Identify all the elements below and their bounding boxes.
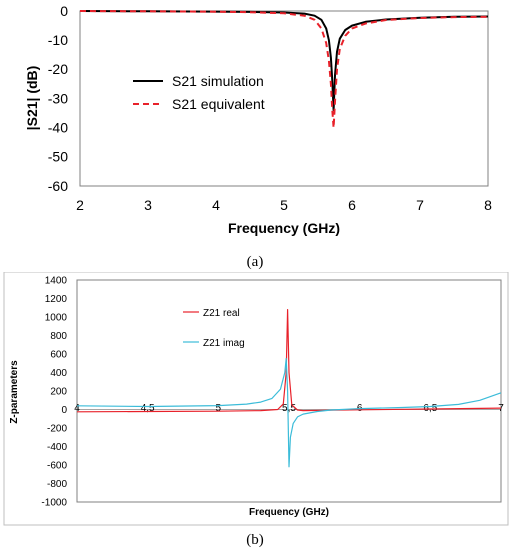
x-tick-label: 5,5	[282, 403, 296, 414]
x-tick-label: 2	[76, 197, 84, 213]
y-tick-label: -400	[47, 442, 67, 453]
y-tick-label: -40	[48, 120, 68, 136]
y-tick-label: -50	[48, 149, 68, 165]
y-axis-label-b: Z-parameters	[9, 360, 20, 424]
y-axis-label-a: |S21| (dB)	[24, 66, 40, 131]
y-tick-label: -30	[48, 90, 68, 106]
legend-b: Z21 real Z21 imag	[183, 308, 245, 349]
y-tick-label: 1000	[45, 313, 68, 324]
series-line-z21-real	[76, 309, 502, 413]
series-line-s21-simulation	[79, 10, 489, 112]
series-line-s21-equivalent	[79, 10, 489, 129]
legend-label-s21-simulation: S21 simulation	[172, 73, 264, 89]
x-tick-label: 4	[74, 403, 80, 414]
y-tick-label: -10	[48, 32, 68, 48]
y-tick-label: -60	[48, 178, 68, 194]
y-tick-label: 600	[50, 350, 67, 361]
y-tick-label: 1200	[45, 294, 68, 305]
y-tick-label: 0	[60, 3, 68, 19]
caption-b: (b)	[246, 532, 264, 548]
legend-label-s21-equivalent: S21 equivalent	[172, 96, 265, 112]
x-tick-label: 7	[416, 197, 424, 213]
legend-label-z21-real: Z21 real	[203, 308, 240, 319]
plot-area-b	[76, 279, 502, 503]
legend-label-z21-imag: Z21 imag	[203, 338, 245, 349]
x-tick-label: 4	[212, 197, 220, 213]
y-tick-label: 800	[50, 331, 67, 342]
chart-b: 4 4,5 5 5,5 6 6,5 71400120010008006004002000-2…	[3, 272, 509, 548]
legend-a: S21 simulation S21 equivalent	[133, 73, 265, 112]
x-tick-label: 5	[280, 197, 288, 213]
y-tick-label: -1000	[41, 498, 67, 509]
x-tick-label: 8	[484, 197, 492, 213]
y-tick-label: -200	[47, 424, 67, 435]
plot-area-a	[79, 10, 489, 187]
x-axis-label-b: Frequency (GHz)	[249, 507, 329, 518]
y-tick-label: -600	[47, 461, 67, 472]
series-line-z21-imag	[76, 358, 502, 468]
chart-frame-b	[3, 272, 509, 526]
y-tick-label: 0	[61, 405, 67, 416]
x-tick-label: 5	[216, 403, 222, 414]
x-tick-label: 7	[498, 403, 504, 414]
x-tick-label: 6	[348, 197, 356, 213]
y-tick-label: 1400	[45, 276, 68, 287]
y-tick-label: 400	[50, 368, 67, 379]
x-tick-label: 3	[144, 197, 152, 213]
caption-a: (a)	[247, 254, 264, 270]
y-tick-label: -20	[48, 61, 68, 77]
chart-a: 2 3 4 5 6 7 8 0 -10 -20 -30 -40 -50 -60 S21 simulatio…	[24, 3, 492, 270]
x-axis-label-a: Frequency (GHz)	[228, 220, 340, 236]
y-tick-label: -800	[47, 479, 67, 490]
y-tick-label: 200	[50, 387, 67, 398]
x-tick-label: 4,5	[141, 403, 155, 414]
